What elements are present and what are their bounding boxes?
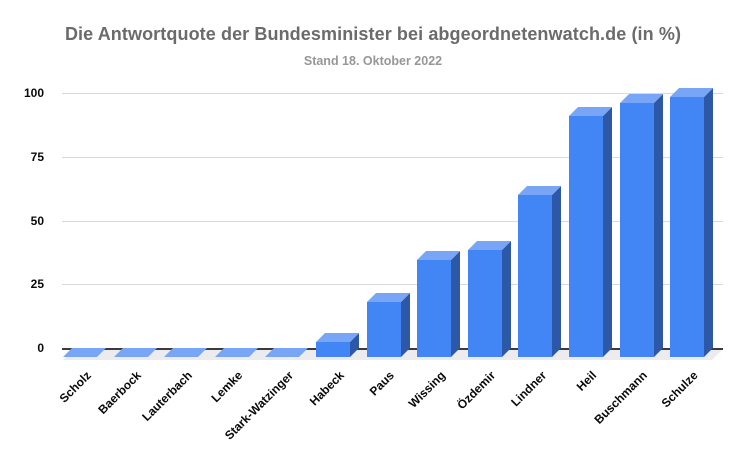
bar-side-face — [704, 88, 714, 357]
bar-side-face — [552, 185, 562, 357]
y-axis-tick-label: 25 — [30, 277, 44, 292]
x-axis-category-label: Scholz — [56, 368, 94, 406]
chart-title: Die Antwortquote der Bundesminister bei … — [64, 24, 682, 44]
bar-side-face — [501, 240, 511, 357]
x-axis-category-label: Lauterbach — [139, 368, 195, 424]
gridline-75 — [62, 156, 723, 158]
x-axis-category-label: Habeck — [306, 368, 347, 409]
gridline-100 — [62, 92, 723, 94]
bar-front-face — [670, 97, 705, 357]
bar-front-face — [316, 341, 350, 357]
x-axis-category-label: Lemke — [208, 368, 246, 406]
bar-side-face — [653, 93, 663, 357]
x-axis-category-label: Wissing — [405, 368, 448, 411]
bar-front-face — [569, 115, 603, 357]
bar-side-face — [603, 106, 612, 357]
bar-front-face — [366, 302, 401, 357]
x-axis-category-label: Baerbock — [95, 368, 145, 417]
x-axis-category-label: Özdemir — [454, 368, 499, 413]
y-axis-tick-label: 75 — [30, 149, 44, 164]
bar-front-face — [467, 249, 502, 357]
bar-side-face — [400, 293, 410, 357]
x-axis-category-label: Lindner — [508, 368, 550, 410]
bar-side-face — [451, 251, 461, 357]
x-axis-category-label: Schulze — [658, 368, 701, 411]
gridline-50 — [62, 220, 723, 222]
y-axis-tick-label: 50 — [30, 213, 44, 228]
bar-front-face — [619, 102, 654, 357]
bar-front-face — [417, 260, 452, 357]
gridline-25 — [62, 284, 723, 286]
y-axis-tick-label: 0 — [37, 341, 44, 356]
y-axis-tick-label: 100 — [23, 85, 44, 100]
x-axis-category-label: Heil — [574, 368, 600, 394]
bar-front-face — [518, 194, 553, 357]
x-axis-category-label: Buschmann — [591, 368, 651, 427]
chart-subtitle: Stand 18. Oktober 2022 — [303, 54, 443, 68]
x-axis-category-label: Paus — [367, 368, 398, 399]
